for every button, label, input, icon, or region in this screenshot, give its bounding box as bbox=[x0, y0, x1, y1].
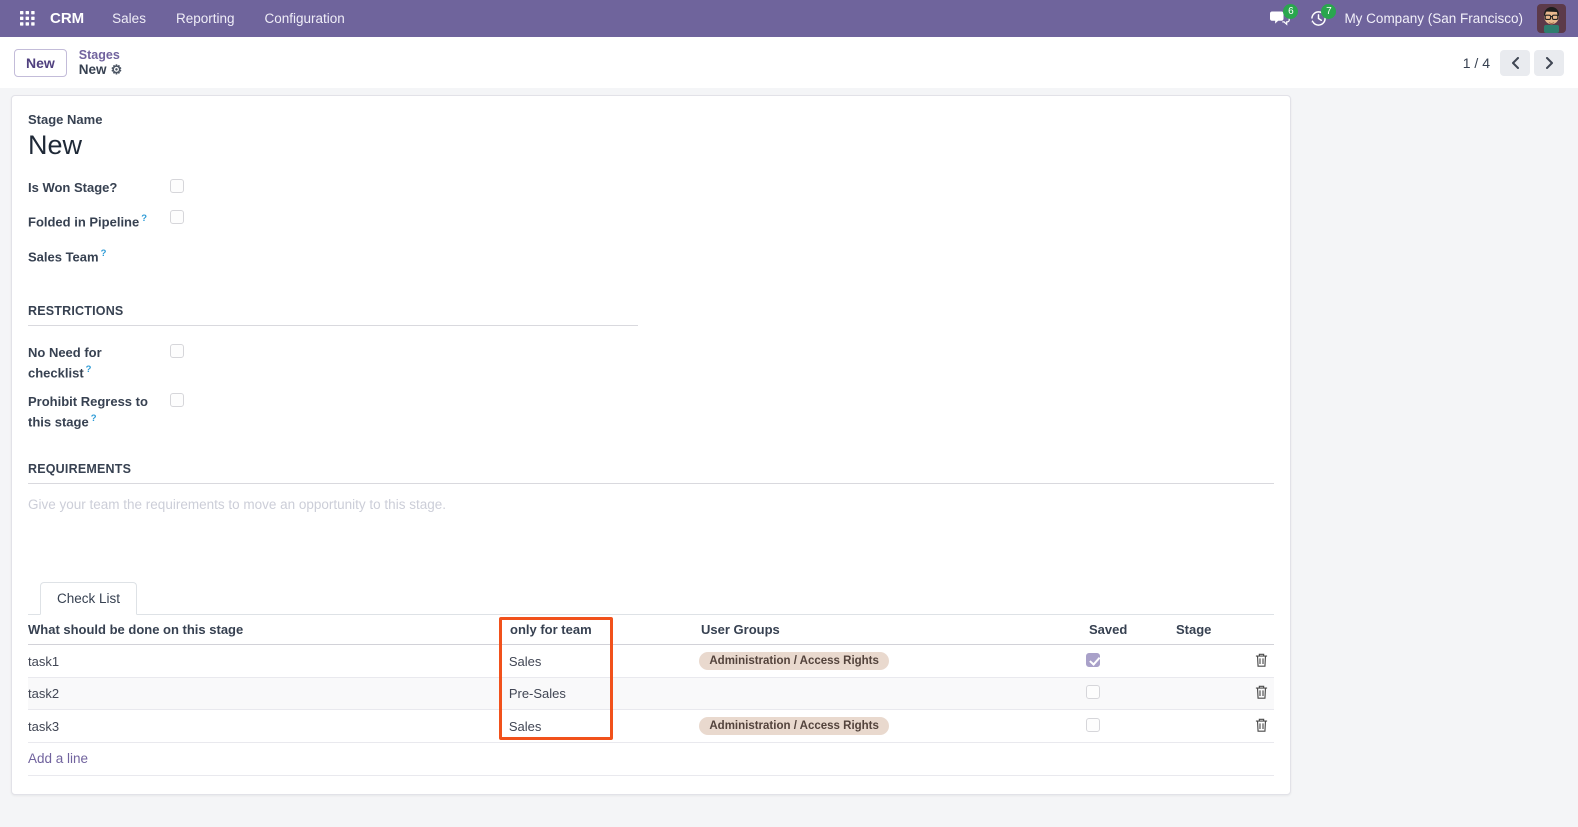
pager-count: 1 / 4 bbox=[1462, 54, 1490, 71]
notebook-tabs: Check List bbox=[28, 582, 1274, 616]
task-name-cell[interactable]: task2 bbox=[28, 686, 60, 702]
app-name[interactable]: CRM bbox=[50, 10, 85, 27]
user-groups-cell[interactable]: Administration / Access Rights bbox=[699, 652, 1086, 671]
menu-configuration[interactable]: Configuration bbox=[264, 11, 345, 26]
chevron-right-icon bbox=[1545, 56, 1553, 69]
menu-reporting[interactable]: Reporting bbox=[175, 11, 235, 26]
saved-checkbox[interactable] bbox=[1086, 652, 1101, 667]
field-row-no-need: No Need for checklist? bbox=[28, 343, 1274, 381]
pager: 1 / 4 bbox=[1462, 49, 1564, 76]
control-panel: New Stages New ⚙ 1 / 4 bbox=[0, 37, 1578, 88]
requirements-placeholder[interactable]: Give your team the requirements to move … bbox=[28, 497, 446, 513]
trash-icon bbox=[1255, 718, 1268, 732]
field-row-prohibit: Prohibit Regress to this stage? bbox=[28, 392, 1274, 430]
task-name-cell[interactable]: task3 bbox=[28, 718, 60, 734]
header-user-groups[interactable]: User Groups bbox=[701, 622, 780, 638]
sales-team-help-icon[interactable]: ? bbox=[100, 248, 107, 260]
header-saved[interactable]: Saved bbox=[1089, 622, 1128, 638]
field-row-is-won: Is Won Stage? bbox=[28, 179, 1274, 196]
delete-row-button[interactable] bbox=[1253, 716, 1270, 737]
prohibit-label: Prohibit Regress to this stage? bbox=[28, 393, 148, 430]
avatar[interactable] bbox=[1537, 4, 1566, 33]
task-name-cell[interactable]: task1 bbox=[28, 653, 60, 669]
breadcrumb-current-label: New bbox=[78, 61, 107, 77]
messages-badge: 6 bbox=[1283, 3, 1299, 19]
delete-row-button[interactable] bbox=[1253, 683, 1270, 704]
folded-checkbox[interactable] bbox=[170, 210, 184, 224]
add-line-row: Add a line bbox=[28, 743, 1274, 776]
menu-sales[interactable]: Sales bbox=[112, 11, 146, 26]
breadcrumb-current: New ⚙ bbox=[79, 62, 122, 78]
pager-next-button[interactable] bbox=[1534, 49, 1564, 76]
table-row[interactable]: task2 Pre-Sales bbox=[28, 677, 1274, 711]
saved-cell bbox=[1086, 652, 1173, 670]
activities-clock-icon-glyph bbox=[1310, 11, 1326, 26]
apps-grid-icon-glyph bbox=[19, 11, 35, 26]
messages-icon[interactable]: 6 bbox=[1268, 3, 1299, 30]
user-group-badge: Administration / Access Rights bbox=[699, 652, 889, 671]
add-a-line-link[interactable]: Add a line bbox=[28, 751, 89, 767]
user-group-badge: Administration / Access Rights bbox=[699, 717, 889, 736]
stage-name-label: Stage Name bbox=[28, 112, 103, 127]
activities-badge: 7 bbox=[1321, 3, 1337, 19]
company-switcher[interactable]: My Company (San Francisco) bbox=[1344, 11, 1523, 26]
tab-check-list[interactable]: Check List bbox=[40, 582, 138, 616]
header-what-should-be-done[interactable]: What should be done on this stage bbox=[28, 622, 244, 638]
stage-name-value[interactable]: New bbox=[28, 130, 83, 160]
is-won-checkbox[interactable] bbox=[170, 179, 184, 193]
pager-previous-button[interactable] bbox=[1500, 49, 1530, 76]
table-footer-space bbox=[28, 776, 1274, 815]
sales-team-label: Sales Team? bbox=[28, 248, 107, 265]
gear-icon[interactable]: ⚙ bbox=[110, 62, 123, 77]
main-content: Stage Name New Is Won Stage? Folded in P… bbox=[0, 88, 1578, 827]
top-navbar: CRM Sales Reporting Configuration 6 7 My… bbox=[0, 0, 1578, 37]
apps-grid-icon[interactable] bbox=[12, 4, 42, 34]
checklist-table: What should be done on this stage only f… bbox=[28, 615, 1274, 815]
prohibit-checkbox[interactable] bbox=[170, 392, 184, 407]
folded-label: Folded in Pipeline? bbox=[28, 213, 148, 230]
trash-icon bbox=[1255, 685, 1268, 699]
prohibit-help-icon[interactable]: ? bbox=[90, 412, 97, 424]
no-need-help-icon[interactable]: ? bbox=[85, 363, 92, 375]
user-groups-cell[interactable]: Administration / Access Rights bbox=[699, 717, 1086, 736]
activities-clock-icon[interactable]: 7 bbox=[1306, 3, 1337, 30]
avatar-image bbox=[1537, 4, 1566, 33]
table-row[interactable]: task3 Sales Administration / Access Righ… bbox=[28, 710, 1274, 743]
saved-checkbox[interactable] bbox=[1086, 717, 1101, 732]
table-header-row: What should be done on this stage only f… bbox=[28, 615, 1274, 646]
team-cell[interactable]: Sales bbox=[508, 653, 542, 669]
new-button[interactable]: New bbox=[14, 48, 67, 77]
saved-cell bbox=[1086, 717, 1173, 735]
is-won-label: Is Won Stage? bbox=[28, 180, 118, 195]
requirements-section-title: REQUIREMENTS bbox=[28, 462, 1274, 485]
header-stage[interactable]: Stage bbox=[1176, 622, 1212, 638]
no-need-checkbox[interactable] bbox=[170, 343, 184, 358]
field-row-folded: Folded in Pipeline? bbox=[28, 210, 1274, 230]
saved-cell bbox=[1086, 685, 1173, 702]
team-cell[interactable]: Pre-Sales bbox=[508, 686, 566, 702]
no-need-label: No Need for checklist? bbox=[28, 344, 102, 380]
delete-row-button[interactable] bbox=[1253, 651, 1270, 672]
form-sheet: Stage Name New Is Won Stage? Folded in P… bbox=[11, 95, 1291, 795]
breadcrumb: Stages New ⚙ bbox=[79, 48, 122, 78]
field-row-sales-team: Sales Team? bbox=[28, 245, 1274, 265]
restrictions-section-title: RESTRICTIONS bbox=[28, 304, 638, 326]
chevron-left-icon bbox=[1511, 56, 1519, 69]
table-row[interactable]: task1 Sales Administration / Access Righ… bbox=[28, 645, 1274, 678]
breadcrumb-stages-link[interactable]: Stages bbox=[78, 47, 120, 62]
header-only-for-team[interactable]: only for team bbox=[510, 622, 592, 638]
team-cell[interactable]: Sales bbox=[508, 718, 542, 734]
trash-icon bbox=[1255, 653, 1268, 667]
folded-help-icon[interactable]: ? bbox=[141, 213, 148, 224]
saved-checkbox[interactable] bbox=[1086, 685, 1101, 700]
